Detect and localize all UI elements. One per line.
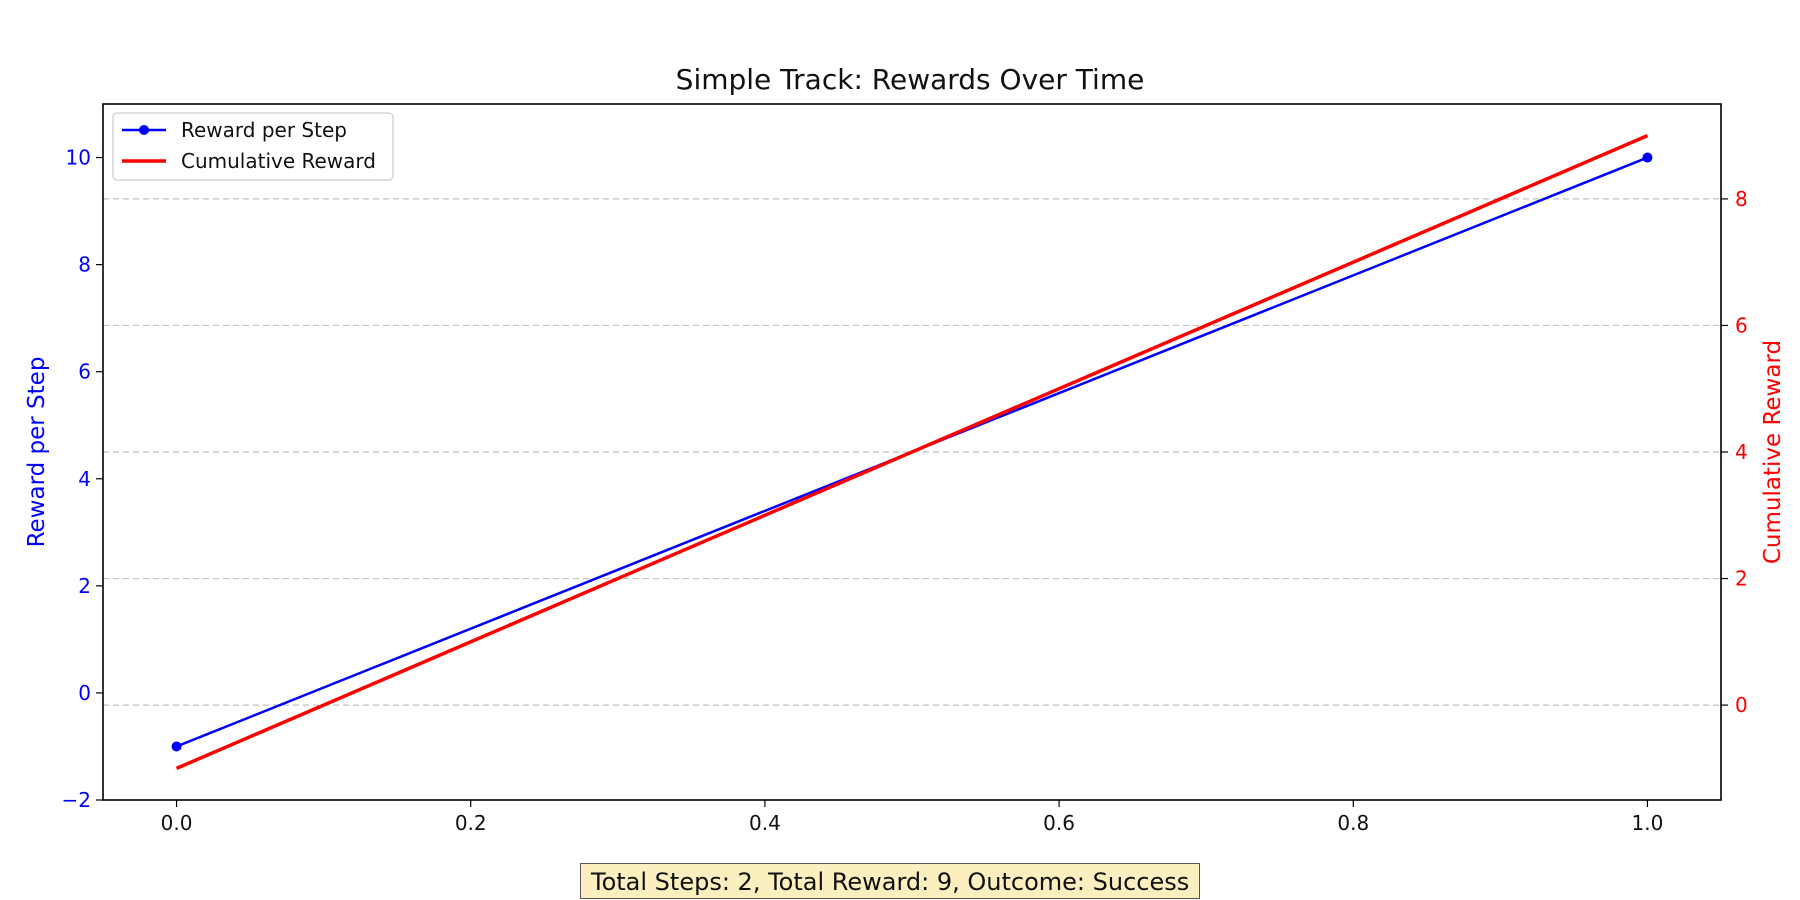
y-tick-label-left: 6	[78, 360, 91, 384]
y-tick-label-right: 8	[1735, 187, 1748, 211]
series-lines	[171, 134, 1653, 770]
legend-label-reward-per-step: Reward per Step	[181, 118, 347, 142]
y-tick-label-left: 0	[78, 681, 91, 705]
y-tick-label-left: 4	[78, 467, 91, 491]
y-tick-label-left: 10	[66, 146, 91, 170]
x-tick-label: 0.2	[455, 811, 487, 835]
y-tick-label-left: −2	[62, 788, 91, 812]
data-point-reward-per-step	[171, 741, 182, 752]
rewards-chart: Simple Track: Rewards Over Time 0.0 0.2 0.…	[24, 63, 1786, 835]
legend: Reward per Step Cumulative Reward	[112, 112, 394, 181]
axis-ticks: 0.0 0.2 0.4 0.6 0.8 1.0 −2 0 2 4 6 8 10 0 2 4 6 8	[62, 146, 1748, 835]
x-tick-label: 0.6	[1043, 811, 1075, 835]
y-tick-label-right: 2	[1735, 567, 1748, 591]
y-tick-label-left: 2	[78, 574, 91, 598]
y-tick-label-left: 8	[78, 253, 91, 277]
y-tick-label-right: 4	[1735, 440, 1748, 464]
x-tick-label: 0.4	[749, 811, 781, 835]
chart-title: Simple Track: Rewards Over Time	[676, 63, 1145, 96]
x-tick-label: 1.0	[1632, 811, 1664, 835]
x-tick-label: 0.0	[161, 811, 193, 835]
series-line-cumulative-reward	[175, 134, 1649, 770]
summary-box: Total Steps: 2, Total Reward: 9, Outcome…	[580, 863, 1201, 899]
x-tick-label: 0.8	[1337, 811, 1369, 835]
data-point-reward-per-step	[1642, 152, 1653, 163]
legend-marker-reward-per-step	[139, 125, 149, 135]
y-axis-label-left: Reward per Step	[24, 357, 50, 548]
legend-label-cumulative-reward: Cumulative Reward	[181, 149, 376, 173]
legend-box	[112, 112, 394, 181]
y-tick-label-right: 6	[1735, 313, 1748, 337]
y-axis-label-right: Cumulative Reward	[1760, 340, 1786, 564]
y-tick-label-right: 0	[1735, 693, 1748, 717]
